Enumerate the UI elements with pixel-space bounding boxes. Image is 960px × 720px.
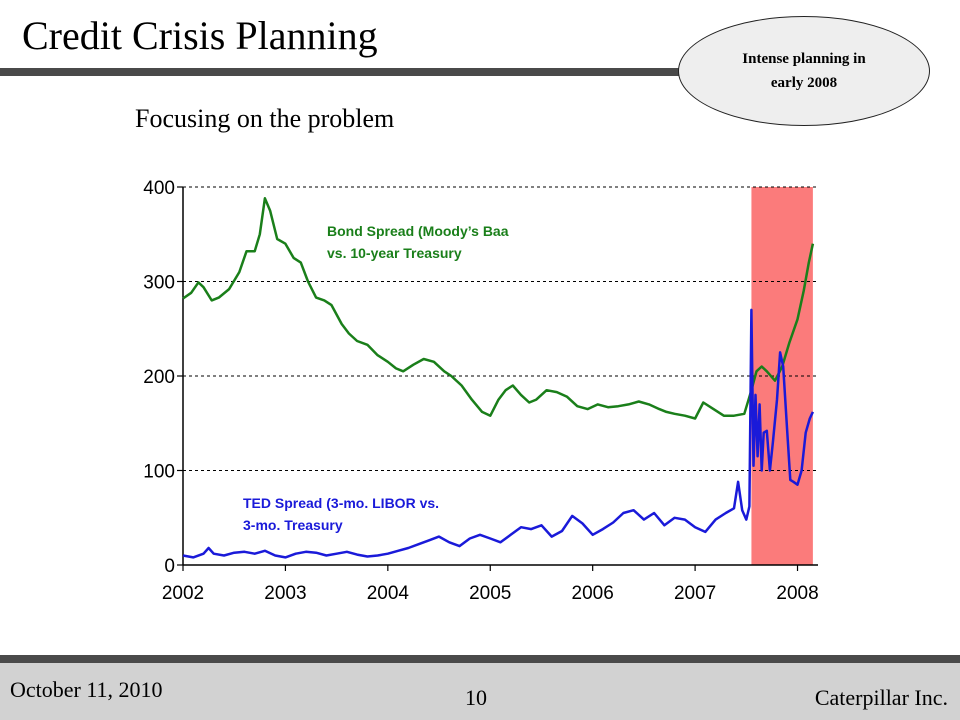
callout-line-2: early 2008 — [770, 75, 838, 91]
slide-title: Credit Crisis Planning — [22, 13, 378, 58]
y-tick-label-100: 100 — [143, 462, 175, 483]
title-divider — [0, 68, 700, 76]
bond-annotation-line-1: Bond Spread (Moody’s Baa — [327, 223, 509, 239]
ted-spread-line — [182, 308, 815, 559]
bond-annotation-line-2: vs. 10-year Treasury — [327, 245, 462, 261]
x-tick-label-2006: 2006 — [572, 583, 614, 604]
spread-chart: 0 100 200 300 400 2002 2003 2004 2005 2006 2007 200… — [143, 178, 818, 604]
y-tick-label-400: 400 — [143, 178, 175, 199]
callout-oval: Intense planning in early 2008 — [678, 16, 930, 126]
footer-bar: October 11, 2010 10 Caterpillar Inc. — [0, 663, 960, 720]
x-tick-label-2008: 2008 — [776, 583, 818, 604]
x-tick-label-2004: 2004 — [367, 583, 410, 604]
x-tick-label-2003: 2003 — [264, 583, 306, 604]
ted-annotation-line-1: TED Spread (3-mo. LIBOR vs. — [243, 495, 439, 511]
callout-line-1: Intense planning in — [742, 51, 866, 67]
footer-date: October 11, 2010 — [10, 677, 163, 702]
footer-company: Caterpillar Inc. — [814, 685, 948, 710]
slide-subtitle: Focusing on the problem — [135, 104, 395, 133]
x-tick-label-2002: 2002 — [162, 583, 204, 604]
y-tick-label-300: 300 — [143, 273, 175, 294]
y-tick-label-0: 0 — [164, 556, 175, 577]
ted-annotation-line-2: 3-mo. Treasury — [243, 517, 343, 533]
x-tick-label-2005: 2005 — [469, 583, 511, 604]
page-number: 10 — [465, 685, 487, 710]
y-tick-label-200: 200 — [143, 367, 175, 388]
x-tick-label-2007: 2007 — [674, 583, 716, 604]
footer-divider — [0, 655, 960, 663]
bond-spread-line — [182, 197, 815, 420]
